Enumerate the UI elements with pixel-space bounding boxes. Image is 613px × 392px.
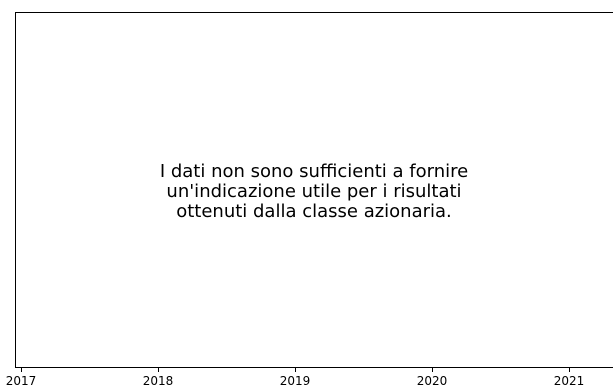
insufficient-data-message: I dati non sono sufficienti a fornire un… [159,161,469,222]
x-tick-mark [569,368,570,372]
x-tick-label: 2020 [416,374,448,388]
x-tick-mark [158,368,159,372]
x-tick-mark [21,368,22,372]
x-tick-label: 2021 [553,374,585,388]
x-tick-label: 2017 [5,374,37,388]
x-tick-mark [432,368,433,372]
x-tick-label: 2019 [279,374,311,388]
x-tick-label: 2018 [142,374,174,388]
x-tick-mark [295,368,296,372]
plot-area [15,12,613,368]
